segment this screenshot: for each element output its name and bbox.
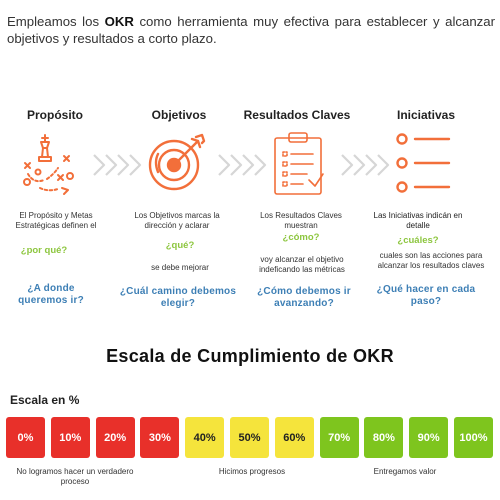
question-cual-camino: ¿Cuál camino debemos elegir? [119,286,237,309]
clipboard-checklist-icon [274,132,324,195]
question-que: ¿qué? [165,240,195,251]
intro-text-after: como herramienta muy efectiva para estab… [7,14,495,46]
desc-iniciativas-2: cuales son las acciones para alcanzar lo… [377,251,485,270]
chevron-arrows-icon [93,154,142,176]
desc-objetivos: Los Objetivos marcas la dirección y acla… [134,211,220,230]
target-arrow-icon [148,133,206,191]
scale-box: 30% [140,417,180,458]
scale-box: 80% [364,417,404,458]
scale-boxes: 0% 10% 20% 30% 40% 50% 60% 70% 80% 90% 100% [6,417,494,458]
label-hicimos-progresos: Hicimos progresos [218,467,286,476]
scale-box: 0% [6,417,45,458]
question-como-avanzando: ¿Cómo debemos ir avanzando? [257,286,351,309]
scale-box: 90% [409,417,449,458]
question-como: ¿cómo? [282,232,320,243]
scale-box: 10% [50,417,90,458]
title-resultados-claves: Resultados Claves [243,108,351,122]
list-bullets-icon [396,133,451,193]
scale-title: Escala de Cumplimiento de OKR [106,346,394,366]
question-por-que: ¿por qué? [20,245,68,256]
intro-okr-bold: OKR [104,14,134,29]
title-objetivos: Objetivos [151,108,207,122]
scale-box: 70% [319,417,359,458]
question-cuales: ¿cuáles? [397,235,439,246]
question-a-donde: ¿A donde queremos ir? [18,283,84,306]
scale-box: 40% [185,417,225,458]
intro-paragraph: Empleamos los OKR como herramienta muy e… [7,13,495,47]
question-que-hacer: ¿Qué hacer en cada paso? [376,284,476,307]
desc-resultados: Los Resultados Claves muestran [260,211,342,230]
chevron-arrows-icon [341,154,390,176]
label-no-logramos: No logramos hacer un verdadero proceso [16,467,134,486]
title-iniciativas: Iniciativas [396,108,456,122]
label-entregamos-valor: Entregamos valor [373,467,437,476]
desc-iniciativas: Las Iniciativas indicán en detalle [373,211,463,230]
scale-box: 20% [95,417,135,458]
scale-box: 100% [454,417,493,458]
scale-box: 50% [230,417,269,458]
chess-strategy-icon [23,134,74,195]
desc-proposito: El Propósito y Metas Estratégicas define… [15,211,97,230]
desc-objetivos-2: se debe mejorar [151,263,209,272]
desc-resultados-2: voy alcanzar el objetivo indeficando las… [259,255,345,274]
title-proposito: Propósito [27,108,83,122]
intro-text-before: Empleamos los [7,14,105,29]
scale-label: Escala en % [10,393,80,407]
chevron-arrows-icon [218,154,267,176]
scale-box: 60% [274,417,314,458]
